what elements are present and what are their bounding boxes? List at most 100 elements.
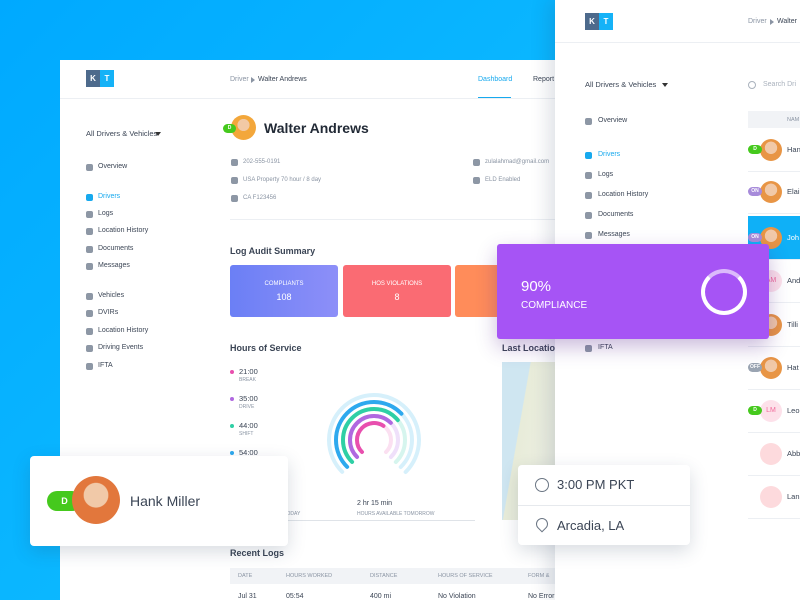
nav-icon [585,345,592,352]
nav-item: IFTA [598,344,613,351]
nav-item: Location History [598,191,649,198]
nav-icon [86,263,93,270]
nav-icon [585,152,592,159]
nav-item: Overview [98,163,128,170]
legend-dot [230,451,234,455]
legend-value: 35:00 [239,394,258,403]
nav-icon [86,328,93,335]
nav-icon [585,172,592,179]
nav-icon [585,212,592,219]
section-title: Hours of Service [230,343,302,353]
breadcrumb-arrow [770,19,774,25]
driver-avatar [760,486,782,508]
status-badge: D [748,145,762,154]
info-rule: USA Property 70 hour / 8 day [243,177,322,183]
search-input: Search Dri [763,81,797,88]
nav-item: Driving Events [98,344,144,351]
driver-avatar [760,357,782,379]
driver-avatar [760,139,782,161]
audit-card: HOS VIOLATIONS 8 [343,265,451,317]
info-icon [473,177,480,184]
breadcrumb: Walter Andrews [258,76,307,83]
nav-item: Drivers [598,151,621,158]
driver-name: Han [787,145,800,154]
compliance-ring [701,269,747,315]
nav-icon [86,363,93,370]
nav-icon [86,164,93,171]
nav-icon [86,246,93,253]
nav-item: Location History [98,327,149,334]
divider [230,520,475,521]
filter: All Drivers & Vehicles [86,129,158,138]
driver-name: Lan [787,492,800,501]
caret [155,132,161,136]
info-icon [231,159,238,166]
cell: No Violation [438,593,476,600]
nav-item: Documents [598,211,634,218]
nav-icon [585,118,592,125]
nav-item: Messages [598,231,630,238]
cell: 400 mi [370,593,392,600]
hos-rings [327,393,421,476]
info-phone: 202-555-0191 [243,159,281,165]
breadcrumb: Driver [748,18,767,25]
driver-name: Abb [787,449,800,458]
nav-item: DVIRs [98,309,119,316]
cell: No Error [528,593,555,600]
status-badge: ON [748,187,762,196]
divider [555,42,800,43]
nav-icon [86,228,93,235]
row-divider [748,475,800,476]
row-divider [748,213,800,214]
nav-item: IFTA [98,362,113,369]
driver-name: Joh [787,233,800,242]
legend-label: BREAK [239,377,256,383]
nav-icon [585,232,592,239]
clock-icon [535,478,549,492]
breadcrumb-arrow [251,77,255,83]
avatar [72,476,120,524]
row-divider [748,518,800,519]
tab: Report [533,76,555,83]
nav-icon [86,293,93,300]
info-icon [231,195,238,202]
divider [230,219,555,220]
nav-icon [86,310,93,317]
audit-value: 108 [276,292,292,302]
legend-label: DRIVE [239,404,255,410]
legend-dot [230,397,234,401]
legend-value: 54:00 [239,448,258,457]
cell: 05:54 [286,593,304,600]
nav-item: Logs [98,210,114,217]
status-badge: ON [748,233,762,242]
nav-item: Drivers [98,193,121,200]
row-divider [748,346,800,347]
info-icon [473,159,480,166]
caret [662,83,668,87]
info-icon [231,177,238,184]
column-header: HOURS WORKED [286,573,333,579]
nav-item: Logs [598,171,614,178]
nav-icon [86,194,93,201]
section-title: Log Audit Summary [230,246,316,256]
table-header [748,111,800,128]
divider [60,98,555,99]
column-header: DATE [238,573,253,579]
tab: Dashboard [478,76,513,83]
available-label: HOURS AVAILABLE TOMORROW [357,511,435,517]
driver-avatar: LM [760,400,782,422]
driver-name: Leo [787,406,800,415]
compliance-label: COMPLIANCE [521,300,588,311]
time-card: 3:00 PM PKT Arcadia, LA [518,465,690,545]
status-badge: D [223,124,236,133]
breadcrumb: Driver [230,76,249,83]
section-title: Recent Logs [230,548,285,558]
legend-dot [230,370,234,374]
driver-avatar [760,227,782,249]
legend-value: 44:00 [239,421,258,430]
compliance-card: 90% COMPLIANCE [497,244,769,339]
driver-name: And [787,276,800,285]
logo-k: K [585,13,599,30]
nav-item: Vehicles [98,292,125,299]
row-divider [748,259,800,260]
